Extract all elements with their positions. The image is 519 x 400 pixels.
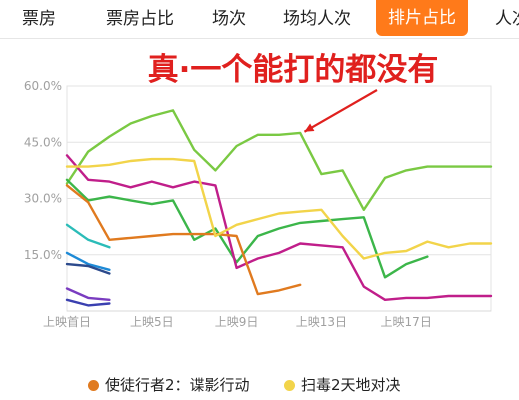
- tab-0[interactable]: 票房: [22, 9, 56, 29]
- series-line-3: [65, 184, 302, 296]
- series-line-4: [65, 157, 493, 260]
- annotation-arrow: [303, 89, 378, 133]
- series-line-9: [65, 298, 111, 307]
- y-tick-label: 45.0%: [24, 135, 62, 149]
- x-tick-label: 上映9日: [215, 315, 259, 329]
- line-chart: 15.0% 30.0% 45.0% 60.0% 上映首日 上映5日 上映9日 上映13日 上映1…: [24, 52, 493, 329]
- annotation-text: 真·一个能打的都没有: [148, 52, 439, 88]
- tab-1[interactable]: 票房占比: [106, 9, 174, 29]
- x-tick-label: 上映5日: [130, 315, 174, 329]
- tab-5[interactable]: 人次: [495, 9, 519, 29]
- x-tick-label: 上映13日: [296, 315, 347, 329]
- y-tick-label: 30.0%: [24, 192, 62, 206]
- series-line-6: [65, 251, 111, 271]
- tab-2[interactable]: 场次: [212, 9, 246, 29]
- legend-label: 扫毒2天地对决: [301, 376, 401, 394]
- tab-bar: 票房 票房占比 场次 场均人次 排片占比 人次: [0, 0, 519, 39]
- chart-legend: 使徒行者2：谍影行动 扫毒2天地对决: [0, 368, 519, 396]
- series-line-1: [65, 178, 429, 279]
- tab-4[interactable]: 排片占比: [376, 0, 468, 36]
- y-tick-label: 60.0%: [24, 79, 62, 93]
- series-line-7: [65, 262, 111, 275]
- series-line-5: [65, 223, 111, 249]
- x-tick-label: 上映17日: [381, 315, 432, 329]
- chart-area: 15.0% 30.0% 45.0% 60.0% 上映首日 上映5日 上映9日 上映13日 上映1…: [0, 38, 519, 400]
- legend-label: 使徒行者2：谍影行动: [105, 376, 250, 394]
- tab-3[interactable]: 场均人次: [283, 9, 351, 29]
- series-line-8: [65, 287, 111, 301]
- legend-item[interactable]: 使徒行者2：谍影行动: [88, 374, 250, 395]
- series-line-0: [65, 109, 493, 211]
- legend-swatch: [284, 380, 295, 391]
- x-tick-label: 上映首日: [43, 315, 91, 329]
- series-line-2: [65, 154, 493, 301]
- annotation-arrowhead: [304, 123, 315, 132]
- legend-item[interactable]: 扫毒2天地对决: [284, 374, 401, 395]
- legend-swatch: [88, 380, 99, 391]
- y-tick-label: 15.0%: [24, 248, 62, 262]
